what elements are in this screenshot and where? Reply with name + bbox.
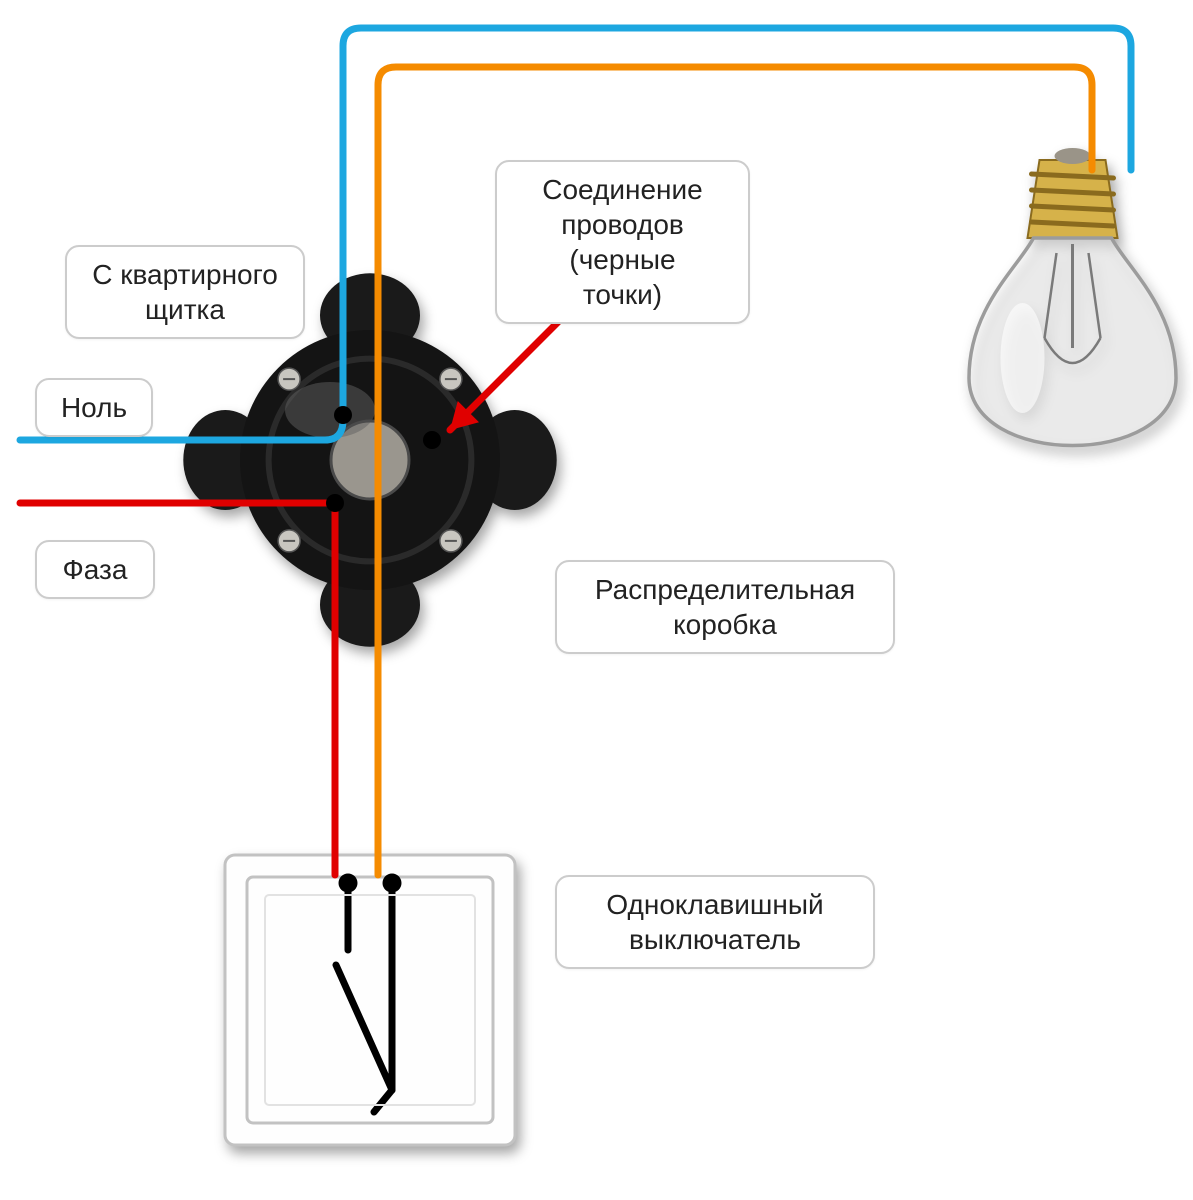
- label-junction-box: Распределительнаякоробка: [555, 560, 895, 654]
- label-neutral: Ноль: [35, 378, 153, 437]
- label-switch: Одноклавишныйвыключатель: [555, 875, 875, 969]
- label-from-panel: С квартирногощитка: [65, 245, 305, 339]
- pointer-arrow: [450, 322, 558, 430]
- wires: [20, 28, 1131, 875]
- wall-switch: [225, 855, 515, 1145]
- label-phase: Фаза: [35, 540, 155, 599]
- connection-dots: [326, 406, 441, 512]
- light-bulb: [969, 148, 1176, 446]
- label-connections: Соединениепроводов(черныеточки): [495, 160, 750, 324]
